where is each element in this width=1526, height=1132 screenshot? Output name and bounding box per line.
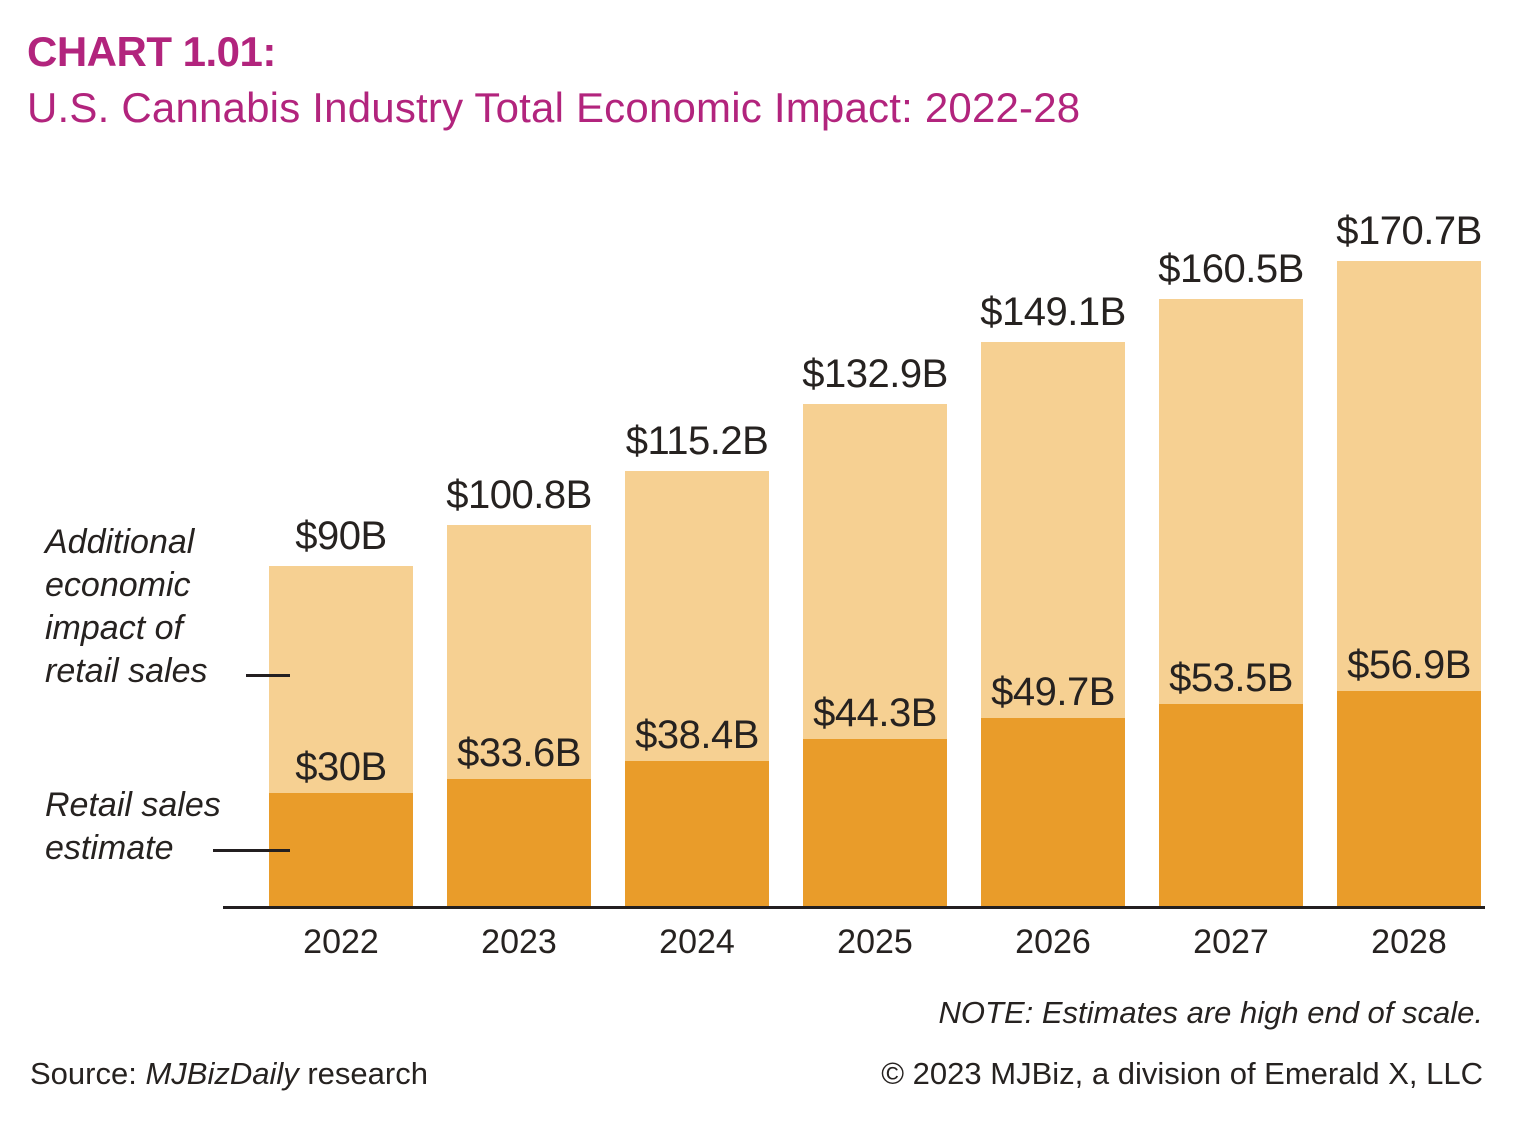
x-axis-label-2028: 2028 — [1371, 923, 1447, 961]
total-value-label-2024: $115.2B — [625, 419, 769, 463]
source-publication: MJBizDaily — [145, 1056, 299, 1091]
legend-additional-line-1: Additional — [45, 523, 195, 561]
bar-group-2024: $115.2B $38.4B 2024 — [625, 421, 769, 961]
bar-2027-retail-segment — [1159, 704, 1303, 906]
total-value-label-2026: $149.1B — [980, 290, 1126, 334]
leader-line-retail — [213, 849, 290, 852]
x-axis-line — [223, 906, 1485, 909]
bar-group-2028: $170.7B $56.9B 2028 — [1336, 211, 1482, 961]
bar-2022-retail-segment — [269, 793, 413, 906]
legend-retail-line-2: estimate — [45, 829, 174, 867]
leader-line-additional — [246, 674, 290, 677]
total-value-label-2027: $160.5B — [1158, 247, 1304, 291]
copyright-text: © 2023 MJBiz, a division of Emerald X, L… — [881, 1056, 1483, 1091]
retail-value-label-2028: $56.9B — [1347, 643, 1471, 687]
x-axis-label-2023: 2023 — [481, 923, 557, 961]
bar-group-2025: $132.9B $44.3B 2025 — [802, 354, 948, 961]
total-value-label-2022: $90B — [295, 514, 387, 558]
chart-title: U.S. Cannabis Industry Total Economic Im… — [27, 84, 1081, 131]
source-suffix: research — [298, 1056, 428, 1091]
legend-additional-line-3: impact of — [45, 609, 183, 647]
retail-value-label-2023: $33.6B — [457, 731, 581, 775]
legend-additional-line-4: retail sales — [45, 652, 208, 690]
total-value-label-2023: $100.8B — [446, 473, 592, 517]
bar-group-2027: $160.5B $53.5B 2027 — [1158, 249, 1304, 961]
x-axis-label-2024: 2024 — [659, 923, 735, 961]
x-axis-label-2025: 2025 — [837, 923, 913, 961]
bar-group-2023: $100.8B $33.6B 2023 — [446, 475, 592, 961]
total-value-label-2028: $170.7B — [1336, 209, 1482, 253]
x-axis-label-2027: 2027 — [1193, 923, 1269, 961]
legend-additional-economic-impact: Additional economic impact of retail sal… — [45, 521, 208, 693]
legend-additional-line-2: economic — [45, 566, 191, 604]
retail-value-label-2025: $44.3B — [813, 691, 937, 735]
bar-group-2026: $149.1B $49.7B 2026 — [980, 292, 1126, 961]
source-text: Source: MJBizDaily research — [30, 1056, 428, 1092]
retail-value-label-2027: $53.5B — [1169, 656, 1293, 700]
bar-2028-retail-segment — [1337, 691, 1481, 906]
plot-area: $90B $30B 2022 $100.8B $33.6B 2023 $115.2B $38.… — [223, 180, 1485, 961]
x-axis-label-2026: 2026 — [1015, 923, 1091, 961]
note-text: NOTE: Estimates are high end of scale. — [938, 995, 1483, 1030]
bar-2025-retail-segment — [803, 739, 947, 906]
x-axis-label-2022: 2022 — [303, 923, 379, 961]
bar-2023-retail-segment — [447, 779, 591, 906]
bar-2026-retail-segment — [981, 718, 1125, 906]
total-value-label-2025: $132.9B — [802, 352, 948, 396]
legend-retail-line-1: Retail sales — [45, 786, 221, 824]
retail-value-label-2022: $30B — [295, 745, 387, 789]
retail-value-label-2026: $49.7B — [991, 670, 1115, 714]
legend-retail-sales-estimate: Retail sales estimate — [45, 784, 221, 870]
bar-group-2022: $90B $30B 2022 — [269, 516, 413, 961]
retail-value-label-2024: $38.4B — [635, 713, 759, 757]
bar-2024-retail-segment — [625, 761, 769, 906]
source-label: Source: — [30, 1056, 146, 1091]
chart-number: CHART 1.01: — [27, 28, 276, 75]
